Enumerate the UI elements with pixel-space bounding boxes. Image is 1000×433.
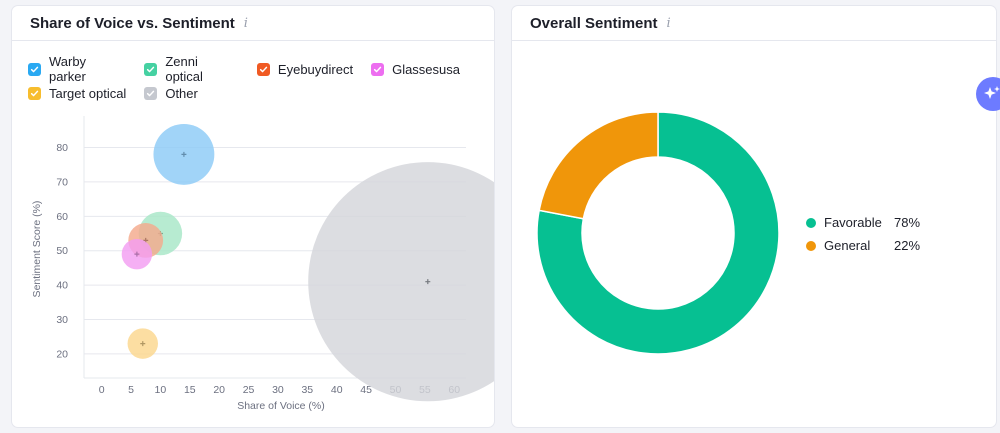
card-title: Overall Sentiment (530, 14, 658, 32)
donut-slice-favorable[interactable] (536, 111, 780, 355)
general-dot (806, 240, 816, 251)
legend-item-zenni-optical[interactable]: Zenni optical (144, 54, 239, 84)
overall-sentiment-card: Overall Sentiment i Favorable 78% Genera… (512, 6, 996, 427)
x-tick-label: 20 (213, 384, 225, 396)
overall-sentiment-header: Overall Sentiment i (512, 6, 996, 41)
donut-legend-item-favorable: Favorable 78% (806, 211, 920, 234)
x-tick-label: 10 (155, 384, 167, 396)
info-icon[interactable]: i (243, 15, 248, 31)
donut-chart (536, 111, 780, 355)
sparkle-icon (984, 86, 1000, 99)
x-tick-label: 45 (360, 384, 372, 396)
legend-item-target-optical[interactable]: Target optical (28, 86, 126, 101)
checkbox-checked-icon[interactable] (144, 62, 158, 76)
donut-slice-general[interactable] (538, 111, 659, 220)
legend-item-other[interactable]: Other (144, 86, 198, 101)
chart-legend: Warby parker Zenni optical Eyebuydirect … (28, 54, 478, 105)
share-of-voice-card: Share of Voice vs. Sentiment i Warby par… (12, 6, 494, 427)
info-icon[interactable]: i (666, 15, 671, 31)
legend-label: Other (165, 85, 198, 101)
checkbox-checked-icon[interactable] (28, 62, 41, 76)
checkbox-checked-icon[interactable] (371, 62, 385, 76)
favorable-dot (806, 217, 816, 228)
checkbox-checked-icon[interactable] (28, 86, 41, 100)
bubble-center-marker (181, 151, 187, 157)
x-tick-label: 35 (301, 384, 313, 396)
y-tick-label: 60 (56, 211, 68, 223)
y-tick-label: 70 (56, 176, 68, 188)
x-tick-label: 40 (331, 384, 343, 396)
ai-assistant-button[interactable] (976, 77, 1000, 111)
legend-label: Zenni optical (165, 54, 203, 84)
legend-label: General (824, 238, 871, 253)
y-tick-label: 30 (56, 314, 68, 326)
legend-row: Target optical Other (28, 81, 478, 105)
legend-row: Warby parker Zenni optical Eyebuydirect … (28, 54, 478, 84)
legend-label: Warby parker (48, 54, 87, 84)
x-axis-title: Share of Voice (%) (237, 400, 325, 412)
legend-item-eyebuydirect[interactable]: Eyebuydirect (256, 61, 354, 77)
checkbox-checked-icon[interactable] (256, 62, 270, 76)
bubble-center-marker (425, 279, 431, 285)
legend-item-glassesusa[interactable]: Glassesusa (371, 62, 460, 77)
y-axis-title: Sentiment Score (%) (31, 201, 43, 298)
x-tick-label: 30 (272, 384, 284, 396)
legend-label: Favorable (824, 215, 882, 230)
donut-legend-item-general: General 22% (806, 234, 920, 257)
y-tick-label: 20 (56, 348, 68, 360)
bubble-center-marker (134, 251, 140, 257)
legend-item-warby-parker[interactable]: Warby parker (28, 54, 126, 84)
bubble-center-marker (140, 341, 146, 347)
x-tick-label: 25 (243, 384, 255, 396)
donut-legend: Favorable 78% General 22% (806, 211, 920, 257)
y-tick-label: 40 (56, 280, 68, 292)
y-tick-label: 80 (56, 142, 68, 154)
legend-value: 78% (894, 215, 921, 230)
share-of-voice-header: Share of Voice vs. Sentiment i (12, 6, 494, 41)
x-tick-label: 0 (99, 384, 105, 396)
x-tick-label: 15 (184, 384, 196, 396)
checkbox-checked-icon[interactable] (144, 86, 158, 100)
bubble-chart: 20304050607080051015202530354045505560Sh… (31, 116, 494, 412)
bubble-other[interactable] (308, 162, 494, 402)
x-tick-label: 5 (128, 384, 134, 396)
legend-label: Eyebuydirect (277, 61, 354, 77)
legend-value: 22% (894, 238, 921, 253)
legend-label: Glassesusa (392, 61, 460, 77)
legend-label: Target optical (49, 85, 127, 101)
y-tick-label: 50 (56, 245, 68, 257)
card-title: Share of Voice vs. Sentiment (30, 14, 235, 32)
